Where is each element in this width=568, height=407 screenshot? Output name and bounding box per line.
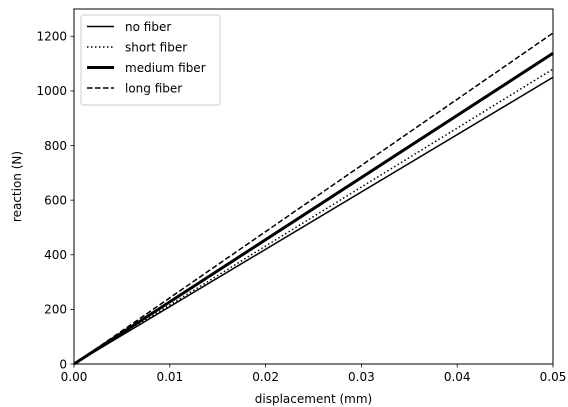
legend-box xyxy=(80,14,221,106)
legend-label: no fiber xyxy=(125,20,171,34)
series-line-long-fiber xyxy=(73,32,554,365)
series-line-medium-fiber xyxy=(73,51,554,366)
y-axis-ticks: 0 200 400 600 800 1000 1200 xyxy=(36,30,74,371)
x-axis-ticks: 0.00 0.01 0.02 0.03 0.04 0.05 xyxy=(61,364,567,384)
plot-lines xyxy=(73,32,554,366)
legend-label: short fiber xyxy=(125,40,187,54)
x-tick-label: 0.01 xyxy=(156,370,183,384)
x-tick-label: 0.00 xyxy=(61,370,88,384)
y-tick-label: 600 xyxy=(44,193,67,207)
y-tick-label: 0 xyxy=(59,357,67,371)
y-tick-label: 1000 xyxy=(36,84,67,98)
series-line-short-fiber xyxy=(73,68,554,365)
series-line-no-fiber xyxy=(73,76,554,365)
y-tick-label: 200 xyxy=(44,303,67,317)
legend: no fiber short fiber medium fiber long fibe… xyxy=(80,14,221,106)
y-tick-label: 1200 xyxy=(36,30,67,44)
plot-frame xyxy=(73,8,554,365)
y-tick-label: 400 xyxy=(44,248,67,262)
legend-label: medium fiber xyxy=(125,61,206,75)
x-tick-label: 0.04 xyxy=(444,370,471,384)
x-tick-label: 0.02 xyxy=(252,370,279,384)
legend-label: long fiber xyxy=(125,81,182,95)
y-tick-label: 800 xyxy=(44,139,67,153)
x-tick-label: 0.03 xyxy=(348,370,375,384)
y-axis-label: reaction (N) xyxy=(10,151,24,222)
x-tick-label: 0.05 xyxy=(540,370,567,384)
x-axis-label: displacement (mm) xyxy=(255,392,372,406)
